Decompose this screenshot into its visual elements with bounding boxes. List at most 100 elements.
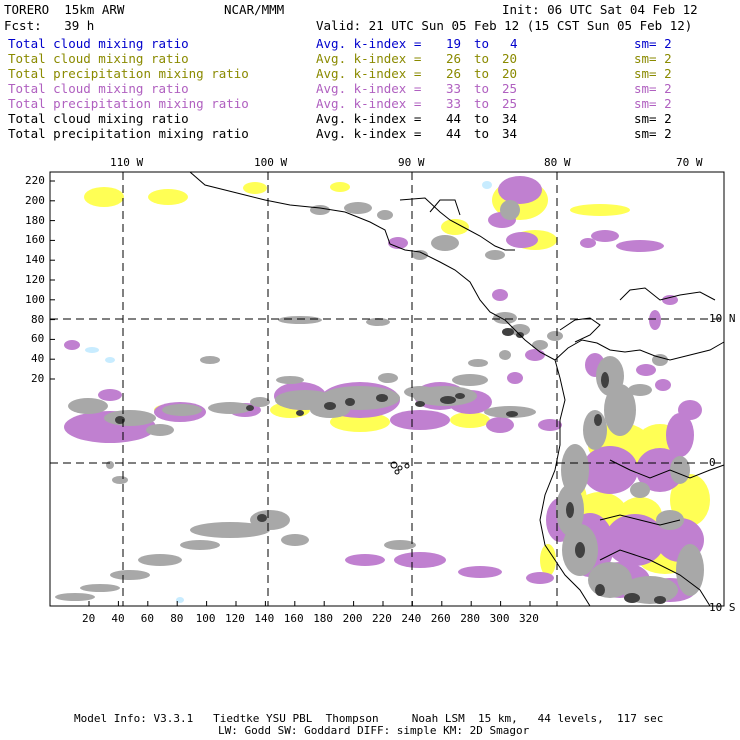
legend-variable: Total cloud mixing ratio [8,81,189,96]
gray-cloud-region [250,510,290,530]
gray-cloud-region [104,410,156,426]
violet-cloud-region [538,419,562,431]
gray-cloud-region [310,205,330,215]
gray-cloud-region [468,359,488,367]
violet-cloud-region [526,572,554,584]
violet-cloud-region [666,413,694,457]
gray-cloud-region [431,235,459,251]
gray-cloud-region [106,461,114,469]
lat-lon-grid [50,172,724,606]
legend-from-value: 26 [446,66,462,81]
gray-cloud-region [510,324,530,336]
gray-cloud-region [110,570,150,580]
legend-index-label: Avg. k-index = [316,66,422,81]
gray-cloud-region [138,554,182,566]
x-tick-label: 260 [430,612,451,625]
map-border [49,171,725,607]
legend-variable: Total precipitation mixing ratio [8,96,249,111]
heavy-precip-core [376,394,388,402]
violet-cloud-region [616,240,664,252]
legend-smoothing: sm= 2 [634,96,672,111]
gray-cloud-region [652,354,668,366]
violet-cloud-region [678,400,702,420]
longitude-label: 110 W [110,156,144,169]
legend-to-label: to [474,36,490,51]
heavy-precip-core [506,411,518,417]
gray-cloud-region [561,444,589,496]
x-tick-label: 100 [195,612,216,625]
heavy-precip-core [296,410,304,416]
legend-to-value: 4 [510,36,518,51]
yellow-cloud-region [450,412,490,428]
violet-cloud-region [64,340,80,350]
legend-smoothing: sm= 2 [634,66,672,81]
galapagos-island [394,469,400,475]
gray-cloud-region [404,386,436,398]
heavy-precip-core [345,398,355,406]
y-tick-label: 80 [31,312,45,326]
violet-cloud-region [662,295,678,305]
yellow-cloud-region [84,187,124,207]
yellow-cloud-region [570,204,630,216]
x-tick-label: 220 [372,612,392,625]
y-tick-label: 120 [25,273,45,286]
legend-index-label: Avg. k-index = [316,126,422,141]
gray-cloud-region [493,312,517,324]
legend-smoothing: sm= 2 [634,81,672,96]
gray-cloud-region [68,398,108,414]
gray-cloud-region [532,340,548,350]
violet-cloud-region [388,237,408,249]
violet-cloud-region [390,410,450,430]
x-tick-label: 320 [519,612,539,625]
gray-cloud-region [180,540,220,550]
violet-cloud-region [492,289,508,301]
legend-smoothing: sm= 2 [634,111,672,126]
violet-cloud-region [506,232,538,248]
x-tick-label: 20 [82,612,96,625]
x-tick-label: 80 [170,612,184,625]
gray-cloud-region [485,250,505,260]
heavy-precip-core [595,584,605,596]
heavy-precip-core [594,414,602,426]
y-tick-label: 180 [25,213,45,227]
legend-variable: Total cloud mixing ratio [8,51,189,66]
latitude-label: 0 [709,456,716,469]
legend-to-label: to [474,96,490,111]
longitude-label: 100 W [254,156,288,169]
legend-from-value: 26 [446,51,462,66]
longitude-label: 70 W [676,156,703,169]
legend-smoothing: sm= 2 [634,51,672,66]
heavy-precip-core [654,596,666,604]
legend-index-label: Avg. k-index = [316,51,422,66]
galapagos-island [397,465,403,471]
coastline [599,514,681,526]
coastline [619,287,716,301]
cloud-fields [55,176,710,604]
violet-cloud-region [580,238,596,248]
heavy-precip-core [246,405,254,411]
heavy-precip-core [601,372,609,388]
gray-cloud-region [250,397,270,407]
heavy-precip-core [502,328,514,336]
y-tick-label: 160 [25,233,45,247]
x-tick-label: 40 [111,612,125,625]
gray-cloud-region [628,384,652,396]
legend-to-label: to [474,81,490,96]
legend-smoothing: sm= 2 [634,126,672,141]
legend-from-value: 44 [446,126,462,141]
heavy-precip-core [455,393,465,399]
legend-index-label: Avg. k-index = [316,96,422,111]
legend-index-label: Avg. k-index = [316,111,422,126]
light-cloud-speck [85,347,99,353]
violet-cloud-region [507,372,523,384]
yellow-cloud-region [540,544,556,576]
heavy-precip-core [566,502,574,518]
legend-to-value: 20 [502,51,518,66]
legend-smoothing: sm= 2 [634,36,672,51]
gray-cloud-region [162,404,202,416]
violet-cloud-region [525,349,545,361]
coastline [609,459,725,479]
light-cloud-speck [105,357,115,363]
violet-cloud-region [591,230,619,242]
violet-cloud-region [98,389,122,401]
